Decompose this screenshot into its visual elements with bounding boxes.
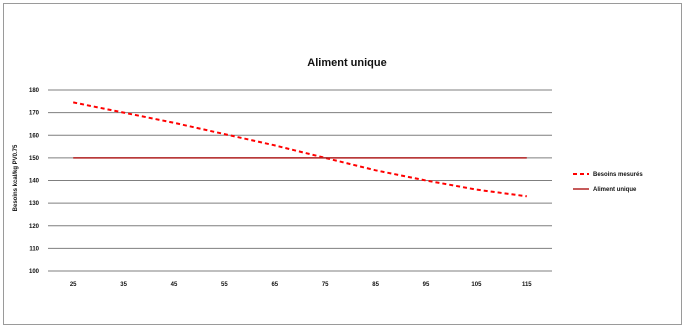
legend-label-aliment: Aliment unique bbox=[593, 187, 637, 193]
x-tick-labels: 25 35 45 55 65 75 85 95 105 115 bbox=[70, 282, 532, 288]
x-tick-label: 115 bbox=[522, 282, 532, 288]
y-tick-label: 100 bbox=[29, 269, 40, 275]
x-tick-label: 25 bbox=[70, 282, 77, 288]
x-tick-label: 55 bbox=[221, 282, 228, 288]
y-tick-label: 140 bbox=[29, 179, 40, 185]
series-line-0 bbox=[73, 101, 527, 198]
legend-label-besoins: Besoins mesurés bbox=[593, 172, 643, 178]
x-tick-label: 65 bbox=[271, 282, 278, 288]
x-tick-label: 75 bbox=[322, 282, 329, 288]
y-tick-label: 160 bbox=[29, 133, 40, 139]
y-tick-label: 170 bbox=[29, 111, 40, 117]
x-tick-label: 95 bbox=[423, 282, 430, 288]
y-tick-label: 150 bbox=[29, 156, 40, 162]
x-tick-label: 105 bbox=[471, 282, 482, 288]
y-axis-label: Besoins kcal/kg PV0.75 bbox=[13, 144, 19, 211]
y-tick-label: 120 bbox=[29, 224, 40, 230]
x-tick-label: 85 bbox=[372, 282, 379, 288]
legend: Besoins mesurés Aliment unique bbox=[573, 172, 643, 193]
y-tick-label: 130 bbox=[29, 201, 40, 207]
y-tick-label: 180 bbox=[29, 88, 40, 94]
x-tick-label: 45 bbox=[171, 282, 178, 288]
gridlines bbox=[48, 89, 552, 272]
y-tick-labels: 100 110 120 130 140 150 160 170 180 bbox=[29, 88, 40, 275]
x-tick-label: 35 bbox=[120, 282, 127, 288]
y-tick-label: 110 bbox=[29, 246, 39, 252]
series-lines bbox=[73, 101, 527, 198]
chart-title: Aliment unique bbox=[307, 57, 386, 69]
